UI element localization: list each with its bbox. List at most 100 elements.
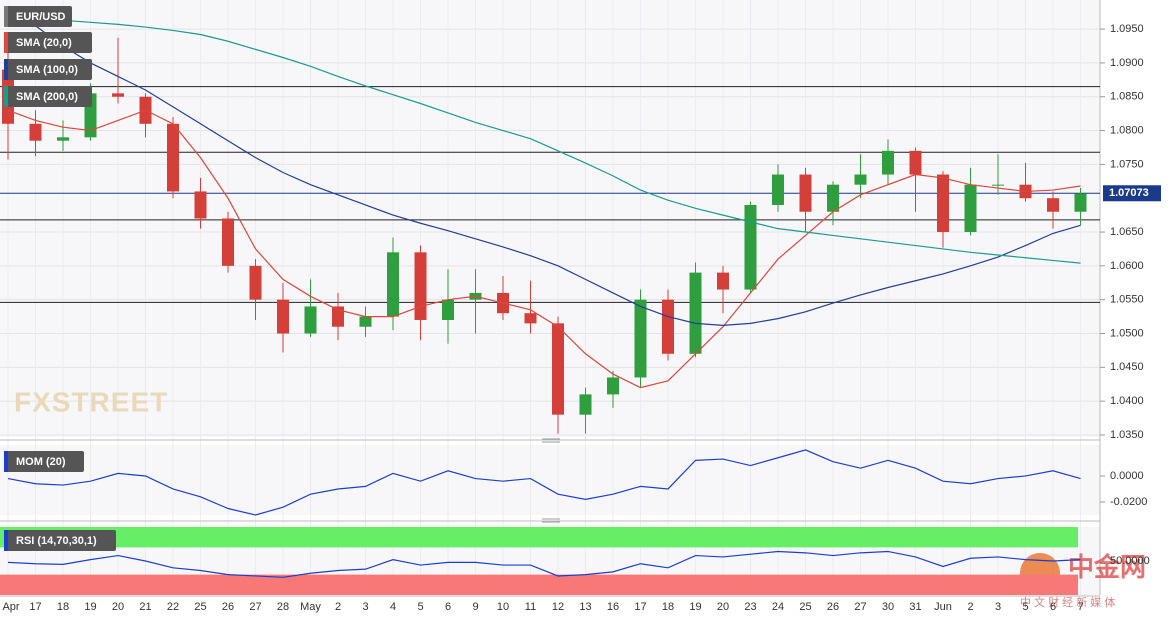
legend-label: SMA (100,0) xyxy=(16,64,78,76)
y-tick-label: 1.0850 xyxy=(1110,91,1144,103)
candle-body xyxy=(249,265,262,300)
candle-body xyxy=(442,299,454,320)
candle-body xyxy=(29,123,42,141)
last-price-label: 1.07073 xyxy=(1109,187,1149,199)
x-tick-label: 18 xyxy=(662,601,674,613)
grip[interactable] xyxy=(542,438,560,443)
candle-body xyxy=(909,150,922,175)
legend-label: RSI (14,70,30,1) xyxy=(16,535,97,547)
candle-body xyxy=(882,150,894,175)
line xyxy=(7,8,1081,326)
legend-box xyxy=(4,451,84,472)
candle-body xyxy=(964,184,977,233)
oversold-band xyxy=(0,574,1078,595)
candle-body xyxy=(717,272,729,290)
x-tick-label: 7 xyxy=(1077,601,1083,613)
x-tick-label: 23 xyxy=(744,601,756,613)
cn-tagline: 中 文 财 经 新 媒 体 xyxy=(1020,595,1115,609)
legend-label: SMA (200,0) xyxy=(16,91,78,103)
x-tick-label: 27 xyxy=(854,601,866,613)
x-tick-label: 18 xyxy=(57,601,69,613)
x-tick-label: 17 xyxy=(29,601,41,613)
legend-swatch xyxy=(4,32,8,53)
y-tick-label: 50.0000 xyxy=(1110,555,1150,567)
x-tick-label: 22 xyxy=(167,601,179,613)
x-tick-label: 24 xyxy=(772,601,784,613)
candle-body xyxy=(607,377,619,395)
y-tick-label: 1.0350 xyxy=(1110,429,1144,441)
x-tick-label: 20 xyxy=(112,601,124,613)
candle-body xyxy=(167,123,179,192)
legend-box xyxy=(4,6,72,27)
legend-box xyxy=(4,86,92,107)
x-tick-label: 19 xyxy=(84,601,96,613)
y-tick-label: 1.0800 xyxy=(1110,124,1144,136)
x-tick-label: Jun xyxy=(934,601,952,613)
candle-body xyxy=(277,299,289,334)
candle-body xyxy=(992,184,1004,186)
y-tick-label: 1.0600 xyxy=(1110,260,1144,272)
y-tick-label: 1.0650 xyxy=(1110,226,1144,238)
x-tick-label: 30 xyxy=(882,601,894,613)
mom-panel xyxy=(0,445,1100,515)
candle-body xyxy=(772,174,784,205)
x-tick-label: May xyxy=(300,601,321,613)
x-tick-label: 11 xyxy=(525,601,536,613)
x-tick-label: 25 xyxy=(194,601,206,613)
x-tick-label: 6 xyxy=(445,601,451,613)
candle-body xyxy=(1047,198,1059,212)
watermark: FXSTREET xyxy=(14,386,168,417)
x-tick-label: 12 xyxy=(552,601,564,613)
y-tick-label: -0.0200 xyxy=(1110,496,1147,508)
candle-body xyxy=(689,272,702,354)
candle-body xyxy=(112,93,124,97)
candle-body xyxy=(937,174,949,233)
line xyxy=(7,11,1081,264)
candle-body xyxy=(332,306,344,327)
x-tick-label: 27 xyxy=(249,601,261,613)
candle-body xyxy=(387,252,399,317)
candle-body xyxy=(57,137,69,141)
legend-box xyxy=(4,32,92,53)
grip[interactable] xyxy=(542,518,560,523)
candle-body xyxy=(744,204,757,290)
legend-label: EUR/USD xyxy=(16,11,66,23)
legend-label: MOM (20) xyxy=(16,456,66,468)
x-tick-label: 26 xyxy=(827,601,839,613)
x-tick-label: 16 xyxy=(607,601,619,613)
x-tick-label: 28 xyxy=(277,601,289,613)
candle-body xyxy=(827,184,839,212)
last-price-box xyxy=(1103,185,1161,202)
candle-body xyxy=(524,313,537,324)
candle-body xyxy=(579,394,592,415)
x-tick-label: Apr xyxy=(2,601,19,613)
x-tick-label: 5 xyxy=(1022,601,1028,613)
candle-body xyxy=(194,191,207,219)
legend-swatch xyxy=(4,86,8,107)
line xyxy=(7,109,1081,389)
price-panel xyxy=(0,0,1100,437)
candle-body xyxy=(662,299,674,354)
legend-swatch xyxy=(4,59,8,80)
y-tick-label: 1.0400 xyxy=(1110,395,1144,407)
overbought-band xyxy=(0,527,1078,548)
candle-body xyxy=(222,218,234,266)
legend-box xyxy=(4,59,92,80)
legend-swatch xyxy=(4,451,8,472)
y-tick-label: 1.0450 xyxy=(1110,361,1144,373)
x-tick-label: 2 xyxy=(335,601,341,613)
x-tick-label: 25 xyxy=(799,601,811,613)
x-tick-label: 26 xyxy=(222,601,234,613)
line xyxy=(7,449,1081,516)
x-tick-label: 20 xyxy=(717,601,729,613)
candle-body xyxy=(634,299,647,378)
x-tick-label: 6 xyxy=(1050,601,1056,613)
y-tick-label: 0.0000 xyxy=(1110,470,1144,482)
x-tick-label: 13 xyxy=(579,601,591,613)
y-tick-label: 1.0550 xyxy=(1110,294,1144,306)
x-tick-label: 5 xyxy=(417,601,423,613)
x-tick-label: 3 xyxy=(362,601,368,613)
y-tick-label: 1.0750 xyxy=(1110,158,1144,170)
x-tick-label: 31 xyxy=(909,601,921,613)
